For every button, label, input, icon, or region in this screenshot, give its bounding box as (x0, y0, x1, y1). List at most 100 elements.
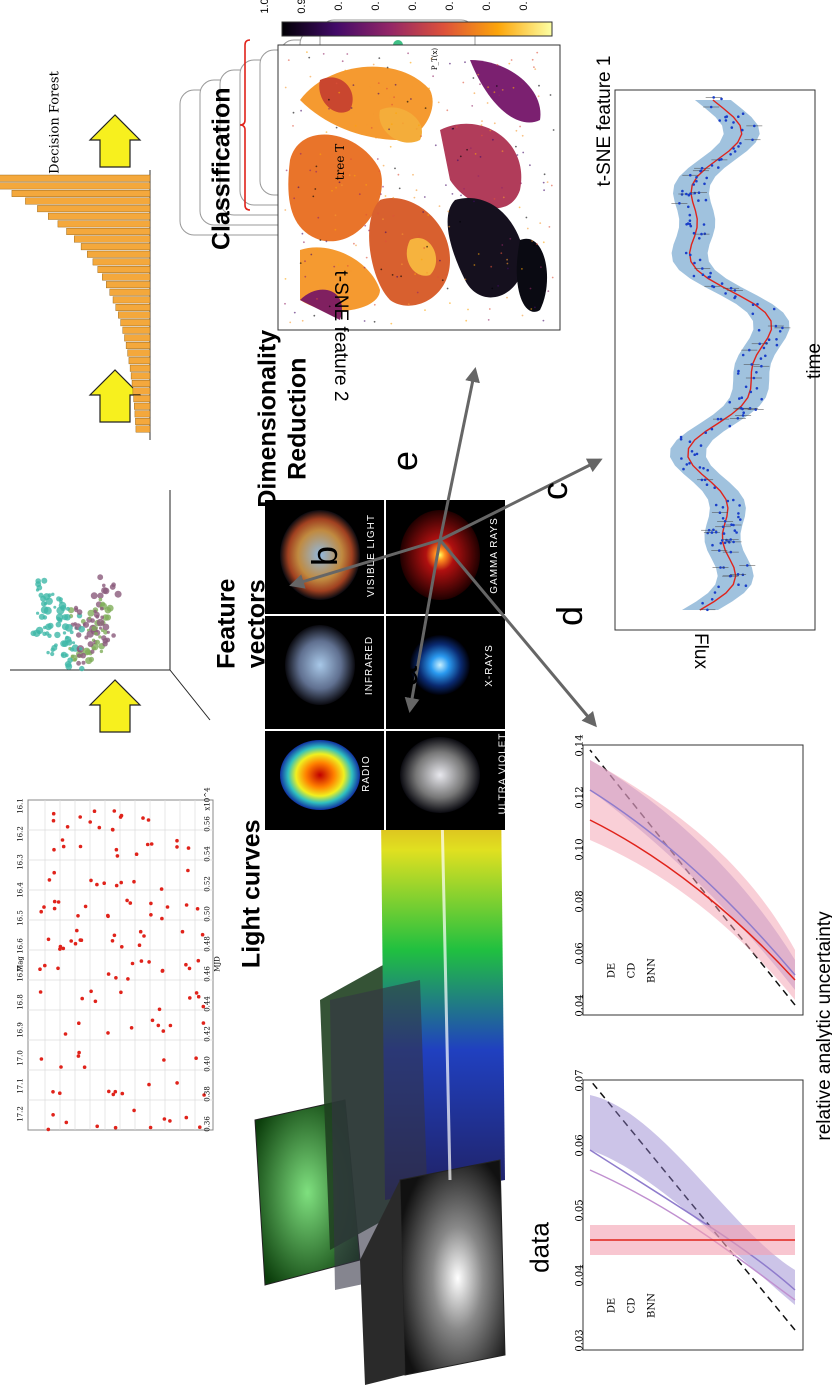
scatter-point (57, 617, 63, 623)
lc-point (134, 852, 139, 856)
ts-point (718, 549, 721, 552)
tsne-point (473, 264, 476, 266)
lc-point (132, 1108, 136, 1113)
scatter-point (76, 632, 82, 638)
scatter-point (66, 639, 73, 646)
ts-point (709, 105, 713, 109)
arrow-a-icon (404, 539, 442, 713)
lc-point (168, 1023, 173, 1028)
ts-point (713, 591, 717, 594)
arrow-b-icon (289, 538, 441, 589)
ts-point (710, 598, 714, 601)
arrow-2-icon (88, 369, 142, 423)
ts-point (778, 330, 782, 333)
tsne-point (409, 61, 412, 64)
scatter-point (74, 607, 79, 613)
lc-xtick: 0.50 (203, 906, 212, 922)
tsne-point (519, 125, 521, 128)
lc-point (77, 1021, 81, 1025)
ts-point (717, 166, 720, 169)
tsne-point (521, 134, 524, 137)
tsne-point (406, 100, 409, 103)
lc-point (129, 1026, 134, 1030)
lc-xtick: 0.38 (203, 1086, 212, 1102)
relative-uncertainty-label: relative analytic uncertainty (814, 911, 832, 1141)
lc-point (60, 838, 65, 842)
bar (120, 319, 151, 327)
lc-point (148, 1125, 153, 1130)
tsne-point (538, 84, 540, 87)
tsne-point (552, 129, 555, 131)
scatter-point (42, 615, 48, 620)
scatter-point (91, 625, 97, 632)
tsne-point (546, 181, 549, 184)
bar (25, 197, 151, 205)
scatter-point (97, 574, 104, 581)
lc-point (165, 905, 170, 909)
scatter-point (80, 652, 86, 659)
tsne-point (463, 187, 465, 190)
tsne-point (415, 127, 418, 130)
tsne-point (533, 66, 535, 68)
scatter-point (54, 631, 61, 639)
tsne-point (301, 232, 304, 235)
tsne-point (542, 241, 545, 244)
light-curves-label: Light curves (237, 819, 266, 969)
ts-point (680, 193, 684, 196)
tsne-point (365, 213, 368, 216)
tsne-point (309, 169, 312, 172)
lc-ytick: 17.1 (16, 1078, 25, 1094)
scatter-point (87, 609, 95, 617)
dim-red-label-2: Reduction (283, 357, 312, 480)
lc-xtick: 0.36 (203, 1116, 212, 1132)
gray-arrows (289, 367, 603, 728)
scatter-point (45, 597, 53, 605)
ts-point (688, 219, 692, 222)
tsne-point (384, 195, 387, 197)
tsne-point (473, 200, 475, 203)
ts-point (765, 342, 768, 345)
lc-point (61, 844, 66, 849)
flux-label: Flux (690, 633, 711, 669)
lc-point (52, 847, 56, 852)
ts-point (687, 193, 691, 197)
lc-point (78, 815, 82, 819)
tsne-point (549, 94, 552, 96)
lc-point (113, 1089, 118, 1094)
lc-ytick: 17.2 (16, 1106, 25, 1122)
tsne-point (388, 97, 391, 99)
tsne-point (495, 85, 498, 87)
scatter-point (102, 623, 110, 631)
classification-label: Classification (207, 87, 236, 251)
bar (124, 334, 151, 342)
lc-point (43, 963, 47, 968)
tsne-point (284, 86, 287, 89)
scatter-point (69, 647, 75, 652)
lc-xtick: 0.56 (203, 816, 212, 832)
bar (66, 227, 151, 235)
tsne-point (334, 214, 337, 217)
tsne-point (373, 303, 376, 306)
tsne-point (388, 128, 390, 131)
bar (125, 342, 151, 349)
tsne-point (487, 86, 489, 89)
scatter-point (35, 588, 40, 592)
tsne-point (335, 82, 338, 85)
lc-point (51, 1090, 55, 1094)
tsne-point (507, 267, 509, 270)
tsne-feature-2-label: t-SNE feature 2 (330, 270, 351, 402)
colorbar-tick: 0. (518, 1, 530, 11)
bar (11, 189, 151, 197)
tsne-point (407, 303, 410, 306)
tsne-point (297, 186, 300, 189)
lc-point (145, 842, 150, 847)
ts-point (741, 112, 745, 115)
tsne-point (471, 105, 474, 107)
tsne-point (448, 225, 451, 228)
ts-point (742, 411, 745, 415)
tsne-point (480, 124, 483, 127)
scatter-point (36, 611, 40, 615)
tsne-point (408, 100, 410, 102)
scatter-point (79, 647, 83, 651)
tsne-point (392, 215, 395, 217)
